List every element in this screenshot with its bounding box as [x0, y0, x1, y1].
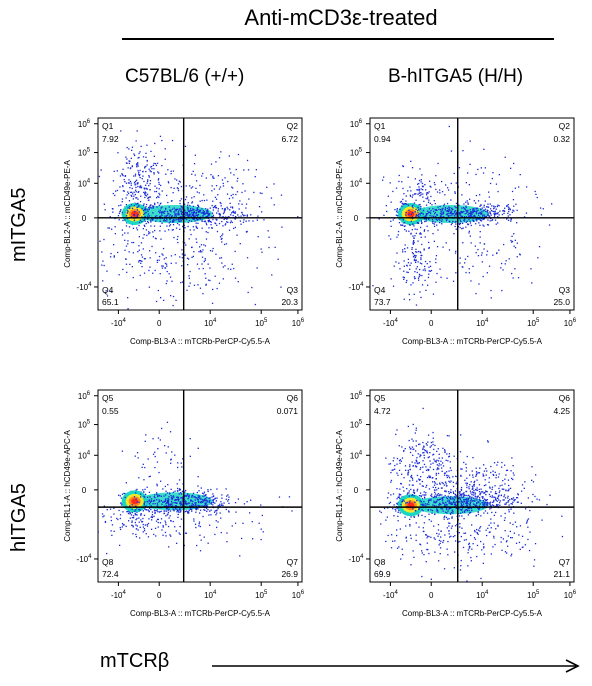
plot-frame — [97, 389, 303, 583]
x-tick-label: 104 — [476, 318, 489, 328]
x-tick-label: 0 — [157, 591, 162, 600]
quadrant-name: Q4 — [102, 285, 114, 295]
quadrant-name: Q1 — [374, 121, 386, 131]
y-tick-label: 105 — [78, 148, 91, 158]
quadrant-name: Q7 — [287, 557, 299, 567]
quadrant-name: Q3 — [287, 285, 299, 295]
quadrant-name: Q8 — [374, 557, 386, 567]
y-tick-label: -104 — [349, 282, 365, 292]
x-tick-label: -104 — [383, 318, 399, 328]
x-tick-label: 0 — [157, 319, 162, 328]
main-title: Anti-mCD3ε-treated — [244, 5, 438, 30]
quadrant-value: 0.071 — [277, 406, 299, 416]
quadrant-name: Q3 — [559, 285, 571, 295]
y-tick-label: 106 — [350, 119, 363, 129]
plot-top-left: Q1 7.92 Q2 6.72 Q3 20.3 Q4 65.1 -104 0 104 105 106 10… — [63, 117, 305, 346]
quadrant-value: 0.32 — [553, 134, 570, 144]
quadrant-value: 0.94 — [374, 134, 391, 144]
y-tick-label: 0 — [354, 214, 359, 223]
x-tick-label: -104 — [111, 318, 127, 328]
quadrant-value: 20.3 — [281, 297, 298, 307]
x-tick-label: 106 — [564, 590, 577, 600]
quadrant-name: Q2 — [287, 121, 299, 131]
x-tick-label: 106 — [564, 318, 577, 328]
quadrant-name: Q6 — [559, 393, 571, 403]
x-tick-label: 105 — [527, 590, 540, 600]
y-axis-title: Comp-RL1-A :: hCD49e-APC-A — [335, 430, 344, 542]
quadrant-name: Q4 — [374, 285, 386, 295]
x-tick-label: 0 — [429, 319, 434, 328]
y-tick-label: 105 — [350, 420, 363, 430]
y-axis-title: Comp-BL2-A :: mCD49e-PE-A — [335, 160, 344, 268]
x-tick-label: 105 — [255, 318, 268, 328]
quadrant-value: 72.4 — [102, 569, 119, 579]
y-tick-label: -104 — [77, 554, 93, 564]
quadrant-value: 21.1 — [553, 569, 570, 579]
quadrant-name: Q5 — [102, 393, 114, 403]
quadrant-value: 26.9 — [281, 569, 298, 579]
column-header-right: B-hITGA5 (H/H) — [388, 66, 524, 87]
quadrant-name: Q7 — [559, 557, 571, 567]
y-tick-label: 105 — [350, 148, 363, 158]
quadrant-name: Q6 — [287, 393, 299, 403]
x-axis-title: Comp-BL3-A :: mTCRb-PerCP-Cy5.5-A — [402, 609, 543, 618]
y-tick-label: 105 — [78, 420, 91, 430]
x-arrow-head — [565, 659, 580, 673]
y-axis-title: Comp-BL2-A :: mCD49e-PE-A — [63, 160, 72, 268]
y-tick-label: -104 — [349, 554, 365, 564]
y-tick-label: 0 — [82, 214, 87, 223]
quadrant-name: Q8 — [102, 557, 114, 567]
quadrant-value: 7.92 — [102, 134, 119, 144]
x-axis-title: Comp-BL3-A :: mTCRb-PerCP-Cy5.5-A — [130, 609, 271, 618]
x-tick-label: 104 — [204, 318, 217, 328]
quadrant-value: 73.7 — [374, 297, 391, 307]
title-underline — [122, 38, 554, 40]
y-axis-title: Comp-RL1-A :: hCD49e-APC-A — [63, 430, 72, 542]
plot-top-right: Q1 0.94 Q2 0.32 Q3 25.0 Q4 73.7 -104 0 104 105 106 10… — [335, 117, 577, 346]
x-axis-title: Comp-BL3-A :: mTCRb-PerCP-Cy5.5-A — [130, 337, 271, 346]
y-tick-label: -104 — [77, 282, 93, 292]
quadrant-name: Q1 — [102, 121, 114, 131]
y-tick-label: 106 — [78, 391, 91, 401]
x-tick-label: 104 — [476, 590, 489, 600]
y-tick-label: 104 — [78, 178, 91, 188]
x-tick-label: 105 — [255, 590, 268, 600]
x-tick-label: 106 — [292, 590, 305, 600]
x-tick-label: 106 — [292, 318, 305, 328]
y-tick-label: 104 — [350, 450, 363, 460]
y-tick-label: 104 — [78, 450, 91, 460]
plot-bottom-right: Q5 4.72 Q6 4.25 Q7 21.1 Q8 69.9 -104 0 104 105 106 10… — [335, 389, 577, 618]
quadrant-value: 25.0 — [553, 297, 570, 307]
quadrant-value: 69.9 — [374, 569, 391, 579]
quadrant-value: 65.1 — [102, 297, 119, 307]
x-axis-title: Comp-BL3-A :: mTCRb-PerCP-Cy5.5-A — [402, 337, 543, 346]
x-tick-label: -104 — [383, 590, 399, 600]
quadrant-value: 4.72 — [374, 406, 391, 416]
x-tick-label: 104 — [204, 590, 217, 600]
quadrant-value: 6.72 — [281, 134, 298, 144]
y-tick-label: 106 — [78, 119, 91, 129]
quadrant-name: Q2 — [559, 121, 571, 131]
x-tick-label: -104 — [111, 590, 127, 600]
quadrant-value: 4.25 — [553, 406, 570, 416]
y-tick-label: 0 — [354, 486, 359, 495]
plot-bottom-left: Q5 0.55 Q6 0.071 Q7 26.9 Q8 72.4 -104 0 104 105 106 1… — [63, 389, 305, 618]
quadrant-name: Q5 — [374, 393, 386, 403]
x-tick-label: 105 — [527, 318, 540, 328]
x-tick-label: 0 — [429, 591, 434, 600]
column-header-left: C57BL/6 (+/+) — [125, 66, 245, 87]
x-arrow-label: mTCRβ — [100, 650, 170, 672]
y-tick-label: 104 — [350, 178, 363, 188]
quadrant-value: 0.55 — [102, 406, 119, 416]
y-tick-label: 106 — [350, 391, 363, 401]
y-tick-label: 0 — [82, 486, 87, 495]
